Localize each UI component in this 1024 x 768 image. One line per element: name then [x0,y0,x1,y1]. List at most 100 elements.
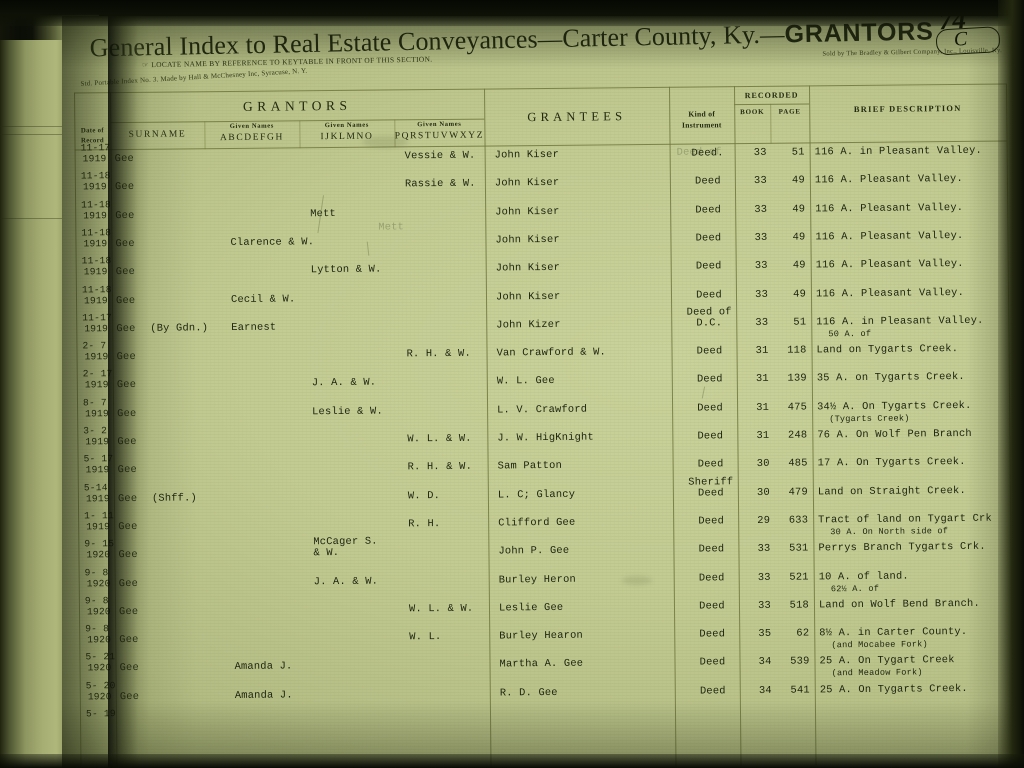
cell-date-day: 11-18 [81,255,112,267]
header-given-names-label-3: Given Names [417,120,462,129]
cell-brief-description: 116 A. in Pleasant Valley. [816,314,984,329]
cell-brief-description: 116 A. in Pleasant Valley. [814,144,983,159]
cell-kind-of-instrument: Deed [697,486,724,500]
right-shadow [998,0,1024,768]
cell-brief-description-continued: (and Mocabee Fork) [831,639,928,651]
cell-qualifier: (Shff.) [151,491,198,505]
cell-kind-of-instrument: Deed [695,232,722,245]
cell-kind-of-instrument: Deed [699,600,725,613]
cell-date-day: 1- 11 [84,510,114,522]
cell-date-day: 5-14 [83,481,108,494]
cell-date-year: 1920 [86,605,111,618]
cell-grantee: Sam Patton [497,460,563,473]
cell-date-year: 1919 [85,492,110,504]
header-brief-description: BRIEF DESCRIPTION [853,103,962,115]
facing-page-rules [0,40,74,768]
cell-kind-of-instrument: Deed [699,656,726,669]
cell-brief-description-continued: 50 A. of [828,328,872,340]
cell-date-year: 1919 [82,153,107,165]
cell-given-name-abcdefgh: Amanda J. [234,689,293,702]
cell-page: 49 [792,259,806,272]
cell-given-name-pqrstuvwxyz: R. H. [408,517,441,531]
cell-page: 633 [788,514,809,527]
cell-date-day: 11-18 [81,283,112,295]
cell-page: 51 [791,146,805,159]
cell-date-year: 1919 [84,379,109,391]
cell-kind-of-instrument: Deed [699,684,726,698]
ledger-sheet: General Index to Real Estate Conveyances… [62,4,1024,768]
cell-date-day: 11-18 [81,227,112,239]
cell-book: 33 [757,571,771,584]
cell-given-name-pqrstuvwxyz: Rassie & W. [404,177,476,191]
cell-book: 35 [758,627,772,641]
cell-brief-description: 17 A. On Tygarts Creek. [817,456,966,470]
cell-kind-of-instrument: Deed [698,571,725,585]
cell-surname: Gee [118,605,139,618]
cell-given-name-abcdefgh: Clarence & W. [230,236,315,249]
cell-page: 521 [789,570,809,584]
cell-date-year: 1919 [83,266,108,278]
cell-page: 541 [790,684,810,697]
cell-date-year: 1919 [83,238,108,250]
cell-grantee: L. C; Glancy [497,488,576,502]
cell-date-day: 11-18 [81,198,111,211]
cell-kind-of-instrument: Deed [698,543,725,556]
cell-date-year: 1919 [85,436,110,448]
cell-grantee: Martha A. Gee [499,658,584,671]
cell-date-day: 5- 19 [85,708,116,720]
cell-book: 33 [753,146,767,159]
cell-brief-description: 25 A. On Tygart Creek [819,654,955,668]
header-recorded: RECORDED [744,90,799,101]
cell-page: 485 [788,457,808,470]
cell-given-name-abcdefgh: Amanda J. [234,660,293,674]
cell-surname: Gee [115,266,136,279]
cell-given-name-pqrstuvwxyz: W. L. & W. [408,602,474,616]
cell-surname: Gee [119,690,140,703]
cell-page: 49 [792,231,806,244]
cell-given-name-pqrstuvwxyz: W. L. & W. [407,432,472,446]
cell-given-name-abcdefgh: Earnest [231,321,277,334]
cell-given-name-ijklmno: J. A. & W. [313,575,379,588]
cell-grantee: J. W. HigKnight [497,431,594,445]
title-separator-1: — [537,25,563,54]
cell-surname: Gee [118,577,139,590]
cell-book: 30 [756,458,770,471]
cell-date-year: 1919 [83,209,108,222]
cell-date-day: 5- 17 [83,453,114,465]
cell-date-year: 1920 [86,549,111,561]
header-page: PAGE [778,107,801,116]
cell-brief-description-continued: (and Meadow Fork) [831,667,923,679]
cell-grantee: John P. Gee [498,544,570,558]
cell-kind-of-instrument: Deed [698,515,725,528]
cell-date-day: 11-17 [80,142,111,154]
cell-surname: Gee [115,237,135,251]
cell-brief-description: Tract of land on Tygart Crk [818,512,992,527]
cell-date-day: 2- 17 [82,368,113,380]
cell-grantee: W. L. Gee [496,375,555,388]
cell-date-day: 3- 2 [83,425,108,437]
cell-page: 479 [788,486,808,499]
cell-grantee: Clifford Gee [498,516,576,530]
cell-book: 29 [757,514,771,527]
cell-brief-description: Perrys Branch Tygarts Crk. [818,540,986,555]
cell-book: 30 [756,486,770,499]
top-shadow [0,0,1024,26]
cell-surname: Gee [117,435,137,449]
header-surname: SURNAME [128,129,187,140]
header-grantors: GRANTORS [242,97,352,114]
header-given-1: ABCDEFGH [219,132,285,144]
cell-book: 31 [756,401,770,414]
cell-book: 33 [754,231,768,244]
cell-brief-description: 116 A. Pleasant Valley. [815,258,964,272]
cell-kind-of-instrument: Deed [697,458,724,471]
cell-surname: Gee [116,379,137,392]
cell-surname: Gee [114,152,135,166]
cell-date-year: 1920 [86,577,111,589]
header-given-3: PQRSTUVWXYZ [394,130,485,142]
cell-qualifier: (By Gdn.) [150,322,209,335]
cell-grantee: Leslie Gee [498,601,564,615]
cell-book: 33 [758,599,772,612]
cell-surname: Gee [115,209,135,222]
facing-page [0,40,74,768]
cell-date-day: 9- 15 [84,538,115,550]
